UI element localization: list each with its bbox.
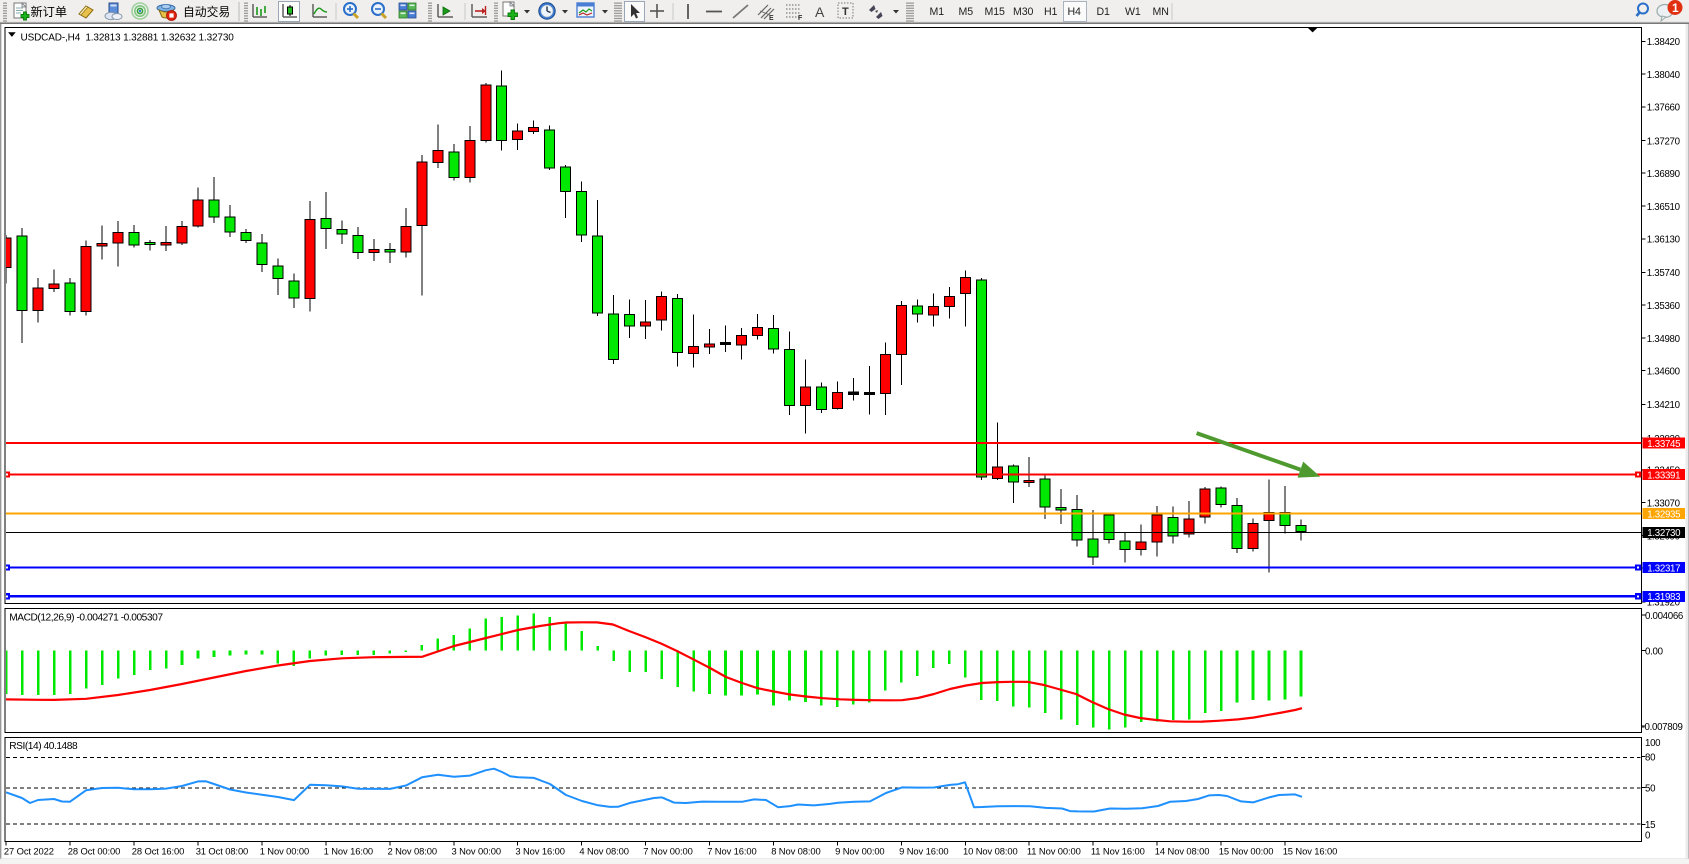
- svg-text:1.34980: 1.34980: [1647, 334, 1681, 345]
- svg-text:1.34600: 1.34600: [1647, 367, 1681, 378]
- svg-text:15 Nov 16:00: 15 Nov 16:00: [1283, 846, 1338, 857]
- svg-text:14 Nov 08:00: 14 Nov 08:00: [1155, 846, 1210, 857]
- svg-text:1.38420: 1.38420: [1647, 37, 1681, 48]
- svg-text:H1: H1: [1044, 6, 1058, 18]
- svg-text:1.33745: 1.33745: [1647, 439, 1680, 450]
- svg-text:1: 1: [1672, 1, 1679, 15]
- svg-text:1.33070: 1.33070: [1647, 499, 1681, 510]
- svg-text:3 Nov 00:00: 3 Nov 00:00: [452, 846, 501, 857]
- svg-text:1.35740: 1.35740: [1647, 268, 1681, 279]
- svg-text:11 Nov 00:00: 11 Nov 00:00: [1027, 846, 1081, 857]
- svg-text:15 Nov 00:00: 15 Nov 00:00: [1219, 846, 1274, 857]
- svg-text:1.32730: 1.32730: [1647, 528, 1681, 539]
- svg-text:M5: M5: [959, 6, 974, 18]
- svg-text:100: 100: [1645, 738, 1661, 749]
- svg-text:1.37270: 1.37270: [1647, 136, 1681, 147]
- svg-text:15: 15: [1645, 820, 1655, 831]
- svg-text:A: A: [815, 4, 825, 20]
- svg-text:31 Oct 08:00: 31 Oct 08:00: [196, 846, 248, 857]
- svg-text:1.31920: 1.31920: [1647, 598, 1681, 609]
- svg-text:11 Nov 16:00: 11 Nov 16:00: [1091, 846, 1145, 857]
- svg-text:D1: D1: [1097, 6, 1111, 18]
- svg-text:9 Nov 16:00: 9 Nov 16:00: [899, 846, 948, 857]
- svg-text:1.36510: 1.36510: [1647, 202, 1681, 213]
- svg-text:7 Nov 16:00: 7 Nov 16:00: [707, 846, 756, 857]
- svg-text:RSI(14) 40.1488: RSI(14) 40.1488: [9, 741, 78, 752]
- svg-text:1.38040: 1.38040: [1647, 70, 1681, 81]
- svg-text:10 Nov 08:00: 10 Nov 08:00: [963, 846, 1018, 857]
- svg-text:E: E: [769, 15, 774, 22]
- svg-text:新订单: 新订单: [31, 4, 68, 19]
- svg-text:1 Nov 16:00: 1 Nov 16:00: [324, 846, 373, 857]
- svg-text:8 Nov 08:00: 8 Nov 08:00: [771, 846, 820, 857]
- svg-text:1.31983: 1.31983: [1647, 592, 1680, 603]
- svg-text:2 Nov 08:00: 2 Nov 08:00: [388, 846, 437, 857]
- svg-text:0: 0: [1645, 830, 1651, 841]
- svg-text:USDCAD-,H4 1.32813 1.32881 1.: USDCAD-,H4 1.32813 1.32881 1.32632 1.327…: [21, 32, 235, 43]
- svg-text:MACD(12,26,9) -0.004271 -0.005: MACD(12,26,9) -0.004271 -0.005307: [9, 612, 163, 623]
- svg-text:28 Oct 00:00: 28 Oct 00:00: [68, 846, 120, 857]
- svg-text:27 Oct 2022: 27 Oct 2022: [4, 846, 54, 857]
- svg-text:0.004066: 0.004066: [1645, 611, 1683, 622]
- svg-text:1.32935: 1.32935: [1647, 509, 1680, 520]
- svg-text:1.36130: 1.36130: [1647, 235, 1681, 246]
- svg-text:50: 50: [1645, 783, 1656, 794]
- svg-text:M30: M30: [1013, 6, 1034, 18]
- svg-text:1.37660: 1.37660: [1647, 103, 1681, 114]
- svg-text:9 Nov 00:00: 9 Nov 00:00: [835, 846, 884, 857]
- svg-text:1.33391: 1.33391: [1647, 470, 1680, 481]
- svg-text:1 Nov 00:00: 1 Nov 00:00: [260, 846, 309, 857]
- svg-text:F: F: [798, 15, 803, 22]
- svg-text:7 Nov 00:00: 7 Nov 00:00: [643, 846, 692, 857]
- svg-text:H4: H4: [1068, 6, 1082, 18]
- svg-text:1.34210: 1.34210: [1647, 400, 1681, 411]
- svg-text:T: T: [842, 6, 849, 18]
- svg-text:3 Nov 16:00: 3 Nov 16:00: [515, 846, 564, 857]
- svg-text:M15: M15: [985, 6, 1006, 18]
- svg-text:28 Oct 16:00: 28 Oct 16:00: [132, 846, 184, 857]
- svg-text:1.32317: 1.32317: [1647, 563, 1680, 574]
- svg-text:-0.007809: -0.007809: [1642, 722, 1683, 733]
- svg-text:1.36890: 1.36890: [1647, 169, 1681, 180]
- svg-text:80: 80: [1645, 752, 1656, 763]
- svg-text:W1: W1: [1125, 6, 1141, 18]
- svg-text:0.00: 0.00: [1645, 646, 1664, 657]
- svg-text:1.35360: 1.35360: [1647, 301, 1681, 312]
- svg-text:MN: MN: [1153, 6, 1169, 18]
- svg-text:4 Nov 08:00: 4 Nov 08:00: [579, 846, 628, 857]
- svg-text:自动交易: 自动交易: [183, 5, 230, 19]
- svg-text:M1: M1: [930, 6, 945, 18]
